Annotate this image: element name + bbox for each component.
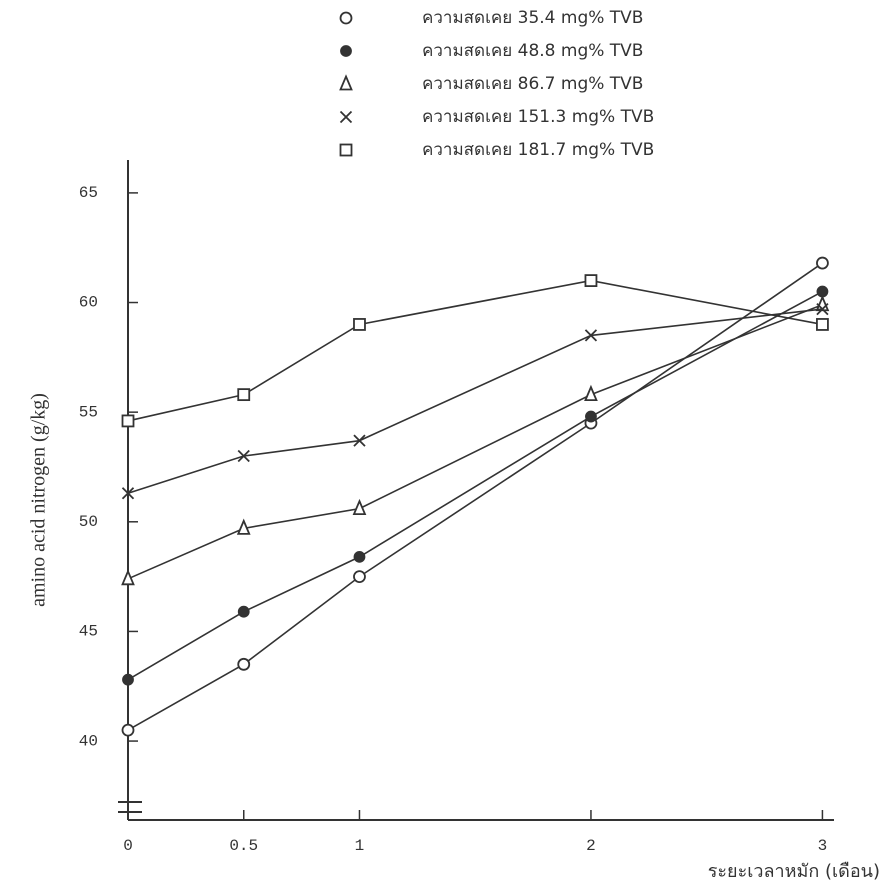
- data-point: [121, 723, 135, 737]
- x-tick-label: 0: [123, 837, 133, 855]
- data-point: [816, 256, 829, 270]
- data-point: [237, 449, 250, 463]
- legend-marker: [339, 74, 353, 91]
- data-point: [237, 388, 251, 402]
- x-tick-label: 1: [355, 837, 365, 855]
- data-point: [121, 414, 135, 428]
- legend-label: ความสดเคย 48.8 mg% TVB: [422, 41, 643, 61]
- data-point: [237, 605, 250, 618]
- legend-marker: [339, 11, 353, 25]
- legend-label: ความสดเคย 181.7 mg% TVB: [422, 140, 654, 160]
- data-point: [584, 329, 598, 342]
- data-point: [353, 434, 366, 447]
- y-tick-label: 60: [79, 294, 98, 312]
- legend-marker: [340, 45, 352, 57]
- data-point: [584, 384, 598, 402]
- legend-marker: [339, 110, 353, 124]
- y-axis-label: amino acid nitrogen (g/kg): [28, 393, 50, 607]
- y-tick-label: 55: [79, 403, 98, 421]
- data-point: [353, 570, 366, 584]
- data-point: [353, 318, 366, 331]
- data-point: [352, 498, 367, 516]
- legend-label: ความสดเคย 35.4 mg% TVB: [422, 8, 643, 28]
- data-point: [816, 302, 829, 316]
- data-point: [353, 550, 366, 563]
- data-point: [122, 673, 134, 686]
- y-tick-label: 50: [79, 513, 98, 531]
- data-point: [584, 274, 598, 287]
- y-tick-label: 45: [79, 623, 98, 641]
- x-tick-label: 2: [586, 837, 596, 855]
- legend-marker: [339, 143, 353, 157]
- data-point: [585, 410, 597, 423]
- legend-label: ความสดเคย 86.7 mg% TVB: [422, 74, 643, 94]
- x-axis-label: ระยะเวลาหมัก (เดือน): [708, 861, 880, 882]
- data-point: [237, 657, 251, 671]
- legend-label: ความสดเคย 151.3 mg% TVB: [422, 107, 654, 127]
- x-tick-label: 3: [818, 837, 828, 855]
- x-tick-label: 0.5: [229, 837, 258, 855]
- data-point: [236, 518, 251, 535]
- y-tick-label: 65: [79, 184, 98, 202]
- data-point: [121, 568, 135, 586]
- y-tick-label: 40: [79, 732, 98, 750]
- data-point: [121, 487, 135, 500]
- data-point: [816, 318, 829, 331]
